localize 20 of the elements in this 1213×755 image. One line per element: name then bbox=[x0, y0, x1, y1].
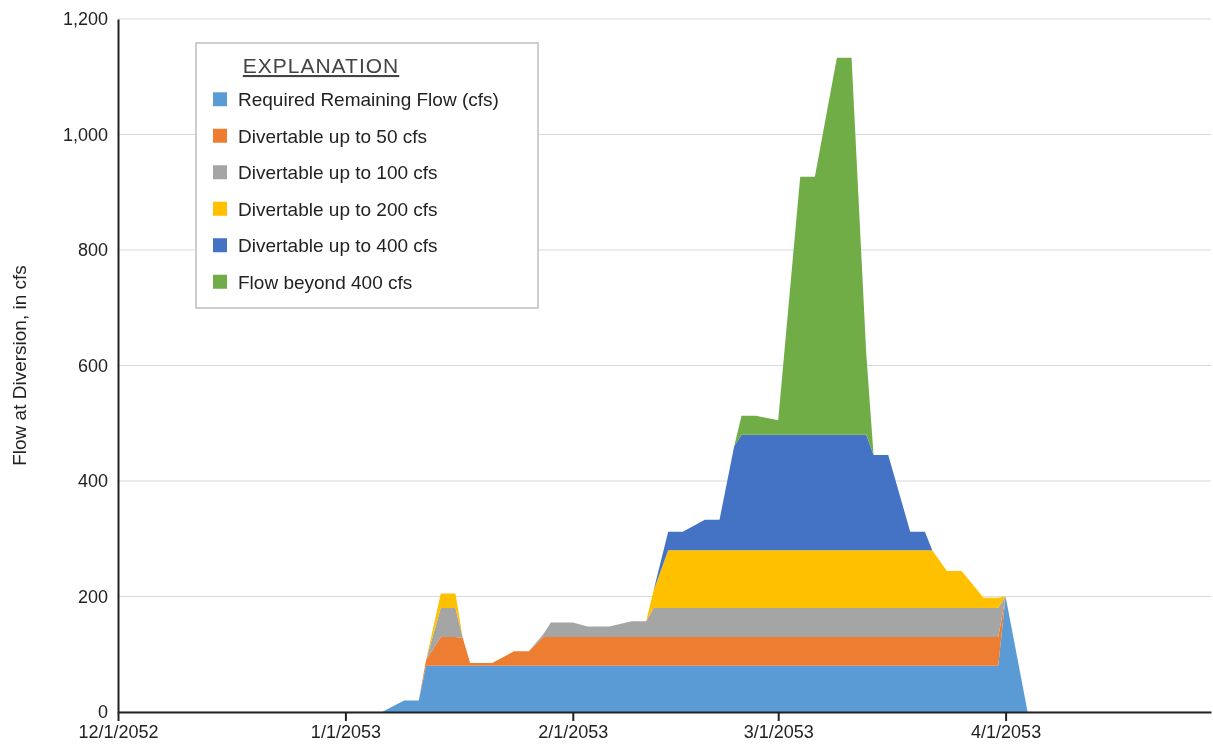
y-tick-label: 400 bbox=[77, 471, 108, 492]
x-tick-label: 4/1/2053 bbox=[971, 721, 1042, 742]
x-tick-label: 3/1/2053 bbox=[743, 721, 814, 742]
legend-label: Divertable up to 400 cfs bbox=[238, 235, 438, 257]
x-tick-label: 1/1/2053 bbox=[310, 721, 381, 742]
y-tick-label: 0 bbox=[97, 702, 108, 723]
x-tick-label: 12/1/2052 bbox=[78, 721, 159, 742]
legend-title: EXPLANATION bbox=[242, 54, 400, 77]
x-tick-label: 2/1/2053 bbox=[538, 721, 609, 742]
legend-label: Divertable up to 200 cfs bbox=[238, 198, 438, 220]
legend-label: Flow beyond 400 cfs bbox=[238, 271, 413, 293]
legend-label: Divertable up to 50 cfs bbox=[238, 125, 428, 147]
legend-label: Divertable up to 100 cfs bbox=[238, 162, 438, 184]
y-tick-label: 1,200 bbox=[62, 9, 108, 30]
y-tick-label: 800 bbox=[77, 240, 108, 261]
y-tick-label: 1,000 bbox=[62, 124, 108, 145]
y-tick-label: 600 bbox=[77, 355, 108, 376]
y-tick-label: 200 bbox=[77, 586, 108, 607]
legend-label: Required Remaining Flow (cfs) bbox=[238, 89, 499, 111]
y-axis-title: Flow at Diversion, in cfs bbox=[9, 265, 30, 466]
